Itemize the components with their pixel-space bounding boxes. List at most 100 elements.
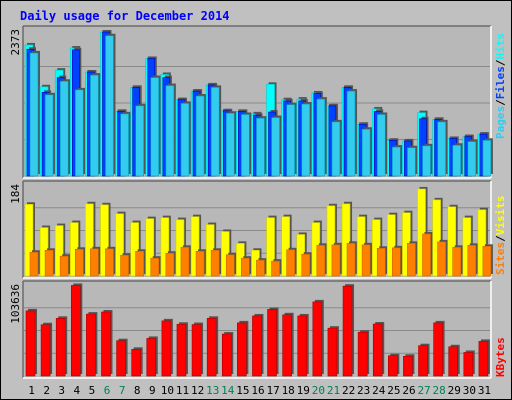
pages-bar bbox=[225, 112, 235, 177]
legend-hits: Hits bbox=[494, 33, 507, 60]
day-label: 22 bbox=[342, 384, 355, 397]
day-label: 10 bbox=[161, 384, 174, 397]
day-label: 2 bbox=[43, 384, 50, 397]
sites-bar bbox=[437, 241, 446, 277]
day-label: 19 bbox=[297, 384, 310, 397]
kbytes-bar bbox=[237, 322, 247, 377]
hits-legend: Pages/Files/Hits bbox=[494, 33, 507, 139]
visits-bar bbox=[190, 216, 200, 277]
pages-bar bbox=[90, 74, 99, 177]
pages-bar bbox=[195, 95, 205, 177]
visits-bar bbox=[326, 205, 336, 277]
sites-bar bbox=[74, 248, 84, 277]
kbytes-bar bbox=[403, 355, 413, 377]
visits-bar bbox=[85, 203, 94, 277]
pages-bar bbox=[180, 103, 190, 177]
visits-bar bbox=[477, 209, 487, 277]
day-label: 9 bbox=[149, 384, 156, 397]
kbytes-bar bbox=[448, 346, 459, 377]
legend-kbytes: KBytes bbox=[494, 337, 507, 377]
kbytes-bar bbox=[478, 341, 489, 377]
day-label: 20 bbox=[312, 384, 325, 397]
panel-1 bbox=[22, 25, 493, 179]
legend-files: Files bbox=[494, 66, 507, 99]
kbytes-bar bbox=[357, 331, 368, 377]
visits-legend: Sites/Visits bbox=[494, 196, 507, 276]
sites-bar bbox=[105, 248, 114, 277]
panel-3 bbox=[22, 280, 492, 379]
sites-bar bbox=[346, 243, 356, 277]
day-label: 17 bbox=[266, 384, 279, 397]
pages-bar bbox=[44, 94, 54, 177]
legend-sites: Sites bbox=[494, 242, 507, 275]
visits-bar bbox=[24, 203, 34, 277]
sites-bar bbox=[120, 254, 129, 277]
sites-bar bbox=[165, 252, 175, 277]
legend-separator: / bbox=[494, 59, 507, 66]
day-label: 29 bbox=[448, 384, 461, 397]
sites-bar bbox=[90, 248, 99, 277]
pages-bar bbox=[241, 114, 250, 177]
hits-max-label: 2373 bbox=[9, 29, 22, 56]
pages-bar bbox=[135, 105, 144, 177]
sites-bar bbox=[241, 257, 250, 277]
day-label: 28 bbox=[433, 384, 446, 397]
sites-bar bbox=[180, 247, 190, 277]
day-label: 27 bbox=[417, 384, 430, 397]
visits-bar bbox=[115, 213, 124, 277]
pages-bar bbox=[301, 103, 311, 177]
day-label: 25 bbox=[387, 384, 400, 397]
pages-bar bbox=[256, 117, 265, 177]
day-label: 5 bbox=[89, 384, 96, 397]
visits-max-label: 184 bbox=[9, 184, 22, 204]
pages-bar bbox=[150, 77, 160, 177]
visits-bar bbox=[160, 217, 170, 277]
kbytes-bar bbox=[267, 309, 277, 377]
day-label: 4 bbox=[74, 384, 81, 397]
sites-bar bbox=[331, 244, 341, 277]
pages-bar bbox=[210, 87, 220, 177]
kbytes-bar bbox=[418, 345, 428, 377]
kbytes-bar bbox=[282, 314, 292, 377]
kbytes-bar bbox=[327, 327, 338, 377]
sites-bar bbox=[301, 253, 311, 277]
sites-bar bbox=[195, 250, 205, 277]
kbytes-bar bbox=[86, 313, 96, 377]
pages-bar bbox=[361, 128, 371, 177]
day-label: 6 bbox=[104, 384, 111, 397]
day-label: 14 bbox=[221, 384, 235, 397]
legend-visits: Visits bbox=[494, 196, 507, 236]
kbytes-bar bbox=[342, 285, 353, 377]
kbytes-bar bbox=[388, 355, 398, 377]
sites-bar bbox=[29, 251, 39, 277]
day-label: 24 bbox=[372, 384, 386, 397]
day-label: 1 bbox=[28, 384, 35, 397]
pages-bar bbox=[165, 85, 175, 177]
sites-bar bbox=[210, 249, 220, 277]
visits-bar bbox=[281, 216, 290, 277]
kbytes-bar bbox=[55, 318, 66, 377]
visits-bar bbox=[432, 199, 441, 277]
sites-bar bbox=[376, 248, 386, 277]
legend-separator: / bbox=[494, 235, 507, 242]
day-label: 13 bbox=[206, 384, 219, 397]
pages-bar bbox=[392, 146, 401, 177]
legend-separator: / bbox=[494, 99, 507, 106]
pages-bar bbox=[271, 117, 280, 177]
sites-bar bbox=[392, 247, 401, 277]
kbytes-bar bbox=[70, 285, 81, 377]
pages-bar bbox=[105, 35, 114, 177]
sites-bar bbox=[225, 254, 235, 277]
day-label: 21 bbox=[327, 384, 340, 397]
visits-bar bbox=[100, 204, 109, 277]
visits-bar bbox=[266, 217, 275, 277]
visits-bar bbox=[145, 218, 155, 277]
pages-bar bbox=[286, 104, 295, 177]
pages-bar bbox=[422, 145, 431, 177]
panel-2 bbox=[22, 180, 493, 279]
chart-title: Daily usage for December 2014 bbox=[20, 9, 230, 23]
day-label: 11 bbox=[176, 384, 189, 397]
pages-bar bbox=[376, 114, 386, 177]
kbytes-bar bbox=[372, 323, 383, 377]
